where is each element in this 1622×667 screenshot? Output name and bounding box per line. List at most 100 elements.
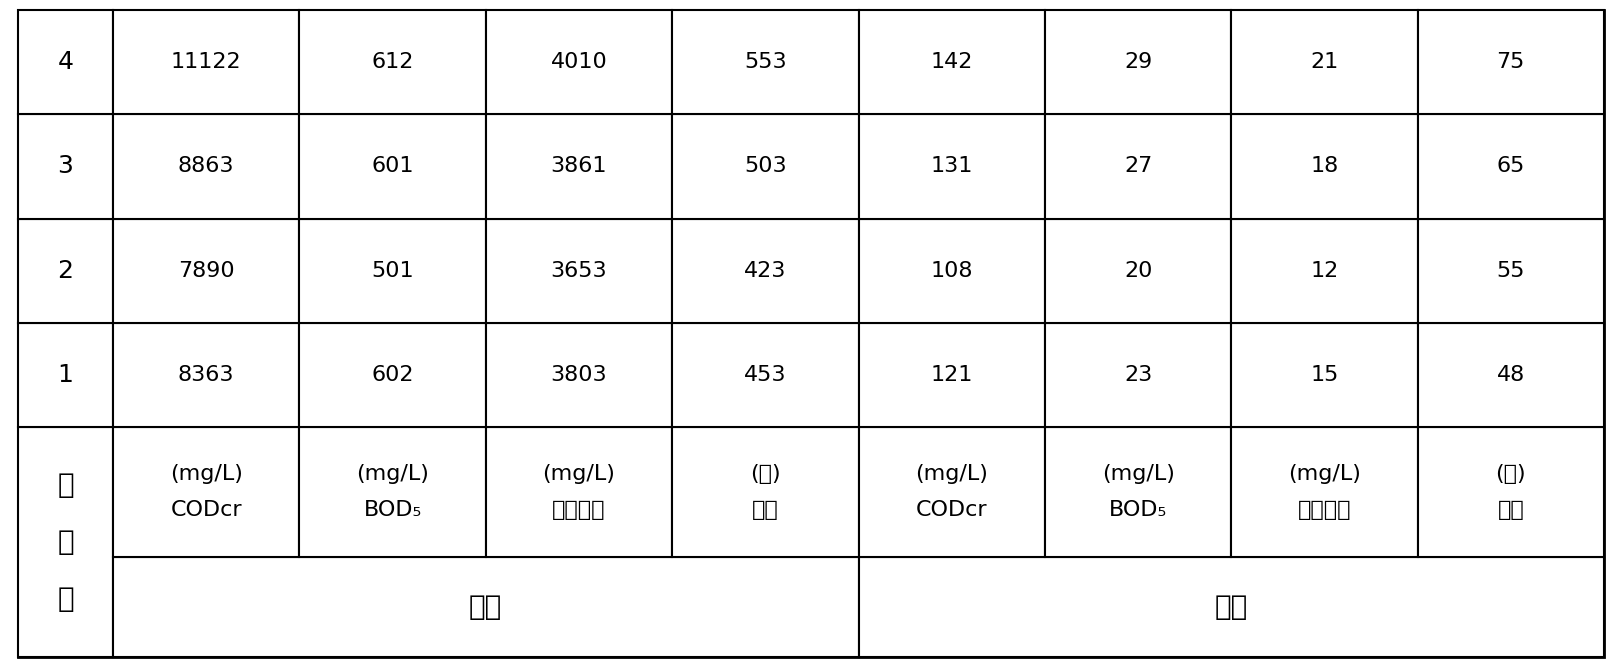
Bar xyxy=(1045,323,1231,427)
Bar xyxy=(114,219,300,323)
Text: BOD₅: BOD₅ xyxy=(1109,500,1168,520)
Text: 1: 1 xyxy=(57,363,73,387)
Text: 29: 29 xyxy=(1124,52,1152,72)
Text: 423: 423 xyxy=(744,261,787,281)
Text: 7890: 7890 xyxy=(178,261,235,281)
Text: 例: 例 xyxy=(57,470,75,498)
Text: 15: 15 xyxy=(1311,365,1338,385)
Bar xyxy=(114,323,300,427)
Bar xyxy=(858,219,1045,323)
Text: CODcr: CODcr xyxy=(916,500,988,520)
Bar xyxy=(1418,323,1604,427)
Bar xyxy=(672,10,858,114)
Bar xyxy=(300,427,485,557)
Text: 503: 503 xyxy=(744,156,787,176)
Text: 121: 121 xyxy=(931,365,973,385)
Bar xyxy=(18,219,114,323)
Text: 出水: 出水 xyxy=(1215,593,1247,621)
Text: 进水: 进水 xyxy=(469,593,503,621)
Text: BOD₅: BOD₅ xyxy=(363,500,422,520)
Text: 75: 75 xyxy=(1497,52,1525,72)
Bar xyxy=(300,219,485,323)
Text: 3: 3 xyxy=(57,154,73,178)
Text: 553: 553 xyxy=(744,52,787,72)
Bar xyxy=(18,323,114,427)
Text: (mg/L): (mg/L) xyxy=(1101,464,1174,484)
Bar xyxy=(114,557,858,657)
Text: 施: 施 xyxy=(57,528,75,556)
Text: 12: 12 xyxy=(1311,261,1338,281)
Text: 有机物类: 有机物类 xyxy=(551,500,605,520)
Text: 48: 48 xyxy=(1497,365,1525,385)
Bar xyxy=(485,114,672,219)
Text: 色度: 色度 xyxy=(1497,500,1525,520)
Text: 8363: 8363 xyxy=(178,365,235,385)
Text: 27: 27 xyxy=(1124,156,1152,176)
Bar xyxy=(1231,10,1418,114)
Text: (mg/L): (mg/L) xyxy=(1288,464,1361,484)
Bar xyxy=(672,114,858,219)
Bar xyxy=(485,219,672,323)
Text: 20: 20 xyxy=(1124,261,1152,281)
Text: 实: 实 xyxy=(57,586,75,614)
Bar xyxy=(1418,114,1604,219)
Text: 3803: 3803 xyxy=(550,365,607,385)
Text: 2: 2 xyxy=(57,259,73,283)
Text: (mg/L): (mg/L) xyxy=(170,464,243,484)
Bar xyxy=(1231,427,1418,557)
Bar xyxy=(18,427,114,657)
Text: 602: 602 xyxy=(371,365,414,385)
Text: 3653: 3653 xyxy=(550,261,607,281)
Bar xyxy=(300,10,485,114)
Bar xyxy=(1231,114,1418,219)
Text: 131: 131 xyxy=(931,156,973,176)
Bar xyxy=(672,427,858,557)
Text: (倍): (倍) xyxy=(1495,464,1526,484)
Text: 601: 601 xyxy=(371,156,414,176)
Bar xyxy=(300,114,485,219)
Bar xyxy=(1231,219,1418,323)
Text: 有机物类: 有机物类 xyxy=(1298,500,1351,520)
Bar xyxy=(485,323,672,427)
Bar xyxy=(114,427,300,557)
Text: 21: 21 xyxy=(1311,52,1338,72)
Bar xyxy=(18,114,114,219)
Text: (mg/L): (mg/L) xyxy=(542,464,615,484)
Text: (mg/L): (mg/L) xyxy=(915,464,988,484)
Bar xyxy=(1045,427,1231,557)
Text: 4: 4 xyxy=(57,50,73,74)
Text: 65: 65 xyxy=(1497,156,1525,176)
Text: (mg/L): (mg/L) xyxy=(357,464,428,484)
Bar xyxy=(858,323,1045,427)
Text: 11122: 11122 xyxy=(170,52,242,72)
Text: 612: 612 xyxy=(371,52,414,72)
Bar xyxy=(1418,427,1604,557)
Bar xyxy=(858,10,1045,114)
Bar xyxy=(114,10,300,114)
Text: 4010: 4010 xyxy=(550,52,607,72)
Text: 501: 501 xyxy=(371,261,414,281)
Bar xyxy=(858,557,1604,657)
Text: 色度: 色度 xyxy=(753,500,779,520)
Bar xyxy=(18,10,114,114)
Text: 3861: 3861 xyxy=(551,156,607,176)
Bar xyxy=(485,10,672,114)
Bar xyxy=(672,323,858,427)
Text: (倍): (倍) xyxy=(749,464,780,484)
Bar xyxy=(300,323,485,427)
Bar xyxy=(1418,10,1604,114)
Bar xyxy=(858,427,1045,557)
Text: 23: 23 xyxy=(1124,365,1152,385)
Bar xyxy=(1045,219,1231,323)
Bar xyxy=(1418,219,1604,323)
Bar xyxy=(672,219,858,323)
Text: 8863: 8863 xyxy=(178,156,235,176)
Bar xyxy=(1231,323,1418,427)
Bar xyxy=(485,427,672,557)
Text: 108: 108 xyxy=(931,261,973,281)
Text: 55: 55 xyxy=(1497,261,1525,281)
Bar xyxy=(858,114,1045,219)
Text: 453: 453 xyxy=(744,365,787,385)
Text: 142: 142 xyxy=(931,52,973,72)
Bar xyxy=(1045,114,1231,219)
